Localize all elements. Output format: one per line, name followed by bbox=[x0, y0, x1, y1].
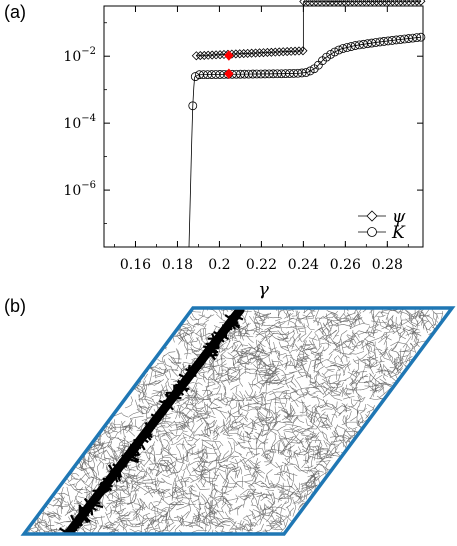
psi-point bbox=[412, 0, 422, 6]
psi-point bbox=[363, 0, 373, 6]
psi-point bbox=[298, 46, 308, 56]
psi-point bbox=[367, 0, 378, 6]
psi-point bbox=[282, 46, 292, 57]
k-point bbox=[297, 68, 307, 78]
psi-point bbox=[247, 48, 257, 58]
psi-point bbox=[286, 46, 296, 56]
k-point bbox=[342, 43, 352, 52]
psi-point bbox=[235, 49, 245, 59]
k-point bbox=[188, 101, 198, 111]
psi-point bbox=[323, 0, 333, 7]
psi-point bbox=[416, 0, 426, 6]
psi-point bbox=[331, 0, 341, 7]
psi-point bbox=[375, 0, 386, 6]
k-point bbox=[326, 49, 336, 59]
psi-point bbox=[262, 47, 272, 58]
psi-point bbox=[371, 0, 382, 6]
psi-point bbox=[400, 0, 410, 6]
panel-b-label: (b) bbox=[4, 296, 26, 316]
psi-point bbox=[290, 46, 300, 56]
psi-point bbox=[303, 0, 313, 7]
psi-point bbox=[351, 0, 361, 6]
psi-point bbox=[258, 48, 269, 58]
psi-point bbox=[388, 0, 398, 6]
k-point bbox=[416, 32, 426, 42]
x-tick-label: 0.2 bbox=[208, 257, 230, 273]
psi-point bbox=[319, 0, 329, 7]
legend-psi-label: ψ bbox=[392, 207, 406, 227]
k-point bbox=[334, 45, 344, 55]
psi-point bbox=[191, 51, 201, 61]
psi-point bbox=[311, 0, 321, 7]
psi-point bbox=[327, 0, 337, 7]
psi-point bbox=[231, 49, 241, 59]
shear-band-detail bbox=[58, 311, 244, 534]
psi-point bbox=[315, 0, 325, 7]
x-tick-label: 0.24 bbox=[288, 257, 319, 273]
psi-point bbox=[294, 46, 304, 56]
x-tick-label: 0.28 bbox=[372, 257, 403, 273]
psi-line bbox=[196, 50, 303, 57]
psi-point bbox=[343, 0, 353, 6]
highlight-point bbox=[224, 50, 234, 61]
legend-k-label: K bbox=[391, 223, 406, 243]
psi-point bbox=[379, 0, 390, 6]
k-point bbox=[301, 68, 311, 77]
k-point bbox=[305, 66, 315, 76]
psi-point bbox=[203, 50, 213, 60]
psi-point bbox=[347, 0, 357, 6]
x-tick-label: 0.26 bbox=[330, 257, 361, 273]
highlight-point bbox=[224, 68, 234, 79]
psi-point bbox=[355, 0, 365, 6]
x-axis-title: γ bbox=[258, 279, 269, 300]
x-tick-label: 0.22 bbox=[246, 257, 277, 273]
psi-point bbox=[251, 48, 261, 58]
psi-point bbox=[359, 0, 369, 6]
x-tick-label: 0.16 bbox=[120, 257, 151, 273]
psi-point bbox=[278, 47, 288, 57]
psi-point bbox=[239, 49, 249, 59]
psi-point bbox=[270, 47, 280, 57]
psi-point bbox=[384, 0, 394, 6]
psi-point bbox=[266, 47, 276, 57]
psi-point bbox=[243, 48, 253, 58]
panel-a-label: (a) bbox=[4, 2, 26, 22]
legend-k-marker bbox=[367, 227, 377, 237]
psi-point bbox=[307, 0, 317, 7]
psi-point bbox=[408, 0, 418, 6]
psi-point bbox=[215, 50, 225, 60]
k-point bbox=[412, 33, 422, 43]
k-point bbox=[338, 44, 348, 53]
psi-point bbox=[396, 0, 406, 6]
psi-point bbox=[199, 50, 209, 60]
psi-point bbox=[274, 47, 284, 57]
psi-point bbox=[335, 0, 345, 6]
legend-psi-marker bbox=[366, 210, 378, 222]
k-point bbox=[346, 42, 356, 51]
network-group bbox=[27, 308, 452, 534]
psi-point bbox=[254, 48, 265, 58]
psi-point bbox=[299, 0, 309, 7]
k-point bbox=[190, 72, 200, 81]
psi-point bbox=[211, 50, 221, 60]
psi-point bbox=[339, 0, 349, 6]
psi-point bbox=[404, 0, 414, 6]
plot-frame bbox=[103, 5, 424, 248]
psi-point bbox=[195, 51, 205, 61]
psi-point bbox=[392, 0, 402, 6]
k-point bbox=[330, 47, 340, 57]
panel-a-chart: 0.16 0.18 0.2 0.22 0.24 0.26 0.2810−210−410−6γ… bbox=[63, 0, 426, 300]
x-tick-label: 0.18 bbox=[162, 257, 193, 273]
simulation-box-frame bbox=[20, 306, 456, 536]
psi-point bbox=[207, 50, 217, 60]
